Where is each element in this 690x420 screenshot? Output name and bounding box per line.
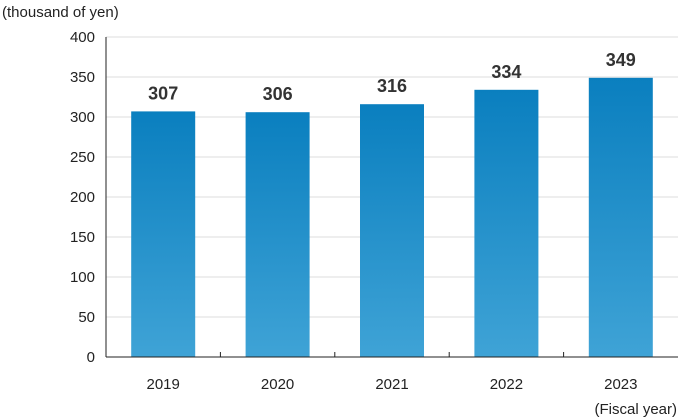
x-tick-label-2019: 2019: [147, 376, 180, 393]
x-tick-label-2023: 2023: [604, 376, 637, 393]
y-tick-label: 150: [70, 229, 95, 246]
data-label-2020: 306: [263, 84, 293, 104]
bar-2022: [474, 89, 539, 358]
y-tick-label: 200: [70, 189, 95, 206]
x-tick-labels: 2019 2020 2021 2022 2023: [147, 376, 638, 393]
x-tick-label-2022: 2022: [490, 376, 523, 393]
x-axis-label: (Fiscal year): [594, 401, 677, 418]
data-label-2022: 334: [491, 62, 521, 82]
bar-2019: [131, 111, 196, 358]
y-tick-label: 400: [70, 29, 95, 46]
y-tick-label: 250: [70, 149, 95, 166]
bar-2021: [360, 104, 424, 357]
data-labels: 307 306 316 334 349: [148, 50, 636, 104]
axes: [105, 37, 678, 358]
y-tick-label: 50: [78, 309, 95, 326]
y-tick-label: 100: [70, 269, 95, 286]
bars: [131, 77, 653, 358]
x-tick-label-2021: 2021: [375, 376, 408, 393]
data-label-2019: 307: [148, 83, 178, 103]
bar-2023: [588, 77, 653, 358]
y-tick-label: 350: [70, 69, 95, 86]
y-axis-label: (thousand of yen): [2, 4, 119, 21]
y-tick-labels: 0 50 100 150 200 250 300 350 400: [70, 29, 95, 366]
data-label-2021: 316: [377, 76, 407, 96]
bar-2020: [245, 112, 310, 357]
y-tick-label: 0: [87, 349, 95, 366]
y-tick-label: 300: [70, 109, 95, 126]
x-tick-label-2020: 2020: [261, 376, 294, 393]
data-label-2023: 349: [606, 50, 636, 70]
